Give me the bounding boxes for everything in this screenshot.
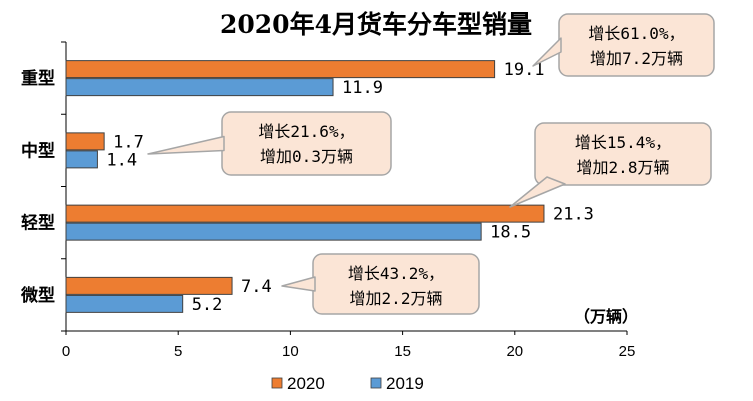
data-label-2020: 1.7: [113, 132, 144, 152]
data-label-2020: 21.3: [553, 205, 594, 225]
bar-2019: [65, 78, 334, 97]
annotation-callout: 增长61.0%， 增加7.2万辆: [532, 13, 715, 77]
category-label: 轻型: [21, 213, 55, 234]
callout-line-increase: 增加2.2万辆: [350, 289, 443, 308]
legend-swatch: [370, 377, 382, 389]
chart-title: 2020年4月货车分车型销量: [220, 10, 532, 39]
x-tick-label: 25: [619, 343, 636, 360]
callout-line-increase: 增加2.8万辆: [577, 158, 670, 177]
legend-item-2020: 2020: [271, 374, 325, 393]
bar-2020: [65, 60, 496, 79]
legend-label: 2019: [386, 374, 424, 393]
data-label-2020: 7.4: [241, 277, 272, 297]
annotation-callout: 增长43.2%， 增加2.2万辆: [281, 253, 480, 315]
callout-pointer: [532, 37, 562, 67]
x-tick-label: 0: [62, 343, 70, 360]
legend-swatch: [271, 377, 283, 389]
callout-line-growth: 增长43.2%，: [348, 264, 444, 283]
callout-line-growth: 增长61.0%，: [588, 24, 684, 43]
callout-pointer: [281, 276, 316, 292]
x-tick-label: 10: [282, 343, 299, 360]
x-tick-label: 20: [506, 343, 523, 360]
callout-box: [534, 122, 712, 186]
category-label: 重型: [21, 68, 55, 89]
x-tick-label: 15: [394, 343, 411, 360]
callout-pointer: [147, 135, 225, 155]
callout-line-increase: 增加7.2万辆: [590, 49, 683, 68]
data-label-2019: 5.2: [192, 295, 223, 315]
callout-pointer: [509, 176, 566, 208]
legend-item-2019: 2019: [370, 374, 424, 393]
bar-2019: [65, 294, 184, 313]
annotation-callout: 增长15.4%， 增加2.8万辆: [509, 122, 712, 208]
category-label: 中型: [21, 140, 55, 161]
bar-2019: [65, 150, 98, 169]
annotation-callout: 增长21.6%， 增加0.3万辆: [147, 111, 392, 176]
callout-line-increase: 增加0.3万辆: [260, 147, 353, 166]
bar-2020: [65, 132, 105, 151]
x-tick-label: 5: [174, 343, 182, 360]
unit-label: （万辆）: [574, 307, 638, 326]
data-label-2019: 18.5: [490, 223, 531, 243]
callout-line-growth: 增长15.4%，: [575, 133, 671, 152]
legend-label: 2020: [287, 374, 325, 393]
bar-2019: [65, 222, 482, 241]
data-label-2019: 11.9: [342, 78, 383, 98]
bar-2020: [65, 276, 233, 295]
data-label-2019: 1.4: [106, 150, 137, 170]
bar-2020: [65, 204, 545, 223]
category-label: 微型: [20, 285, 55, 306]
callout-line-growth: 增长21.6%，: [258, 122, 354, 141]
